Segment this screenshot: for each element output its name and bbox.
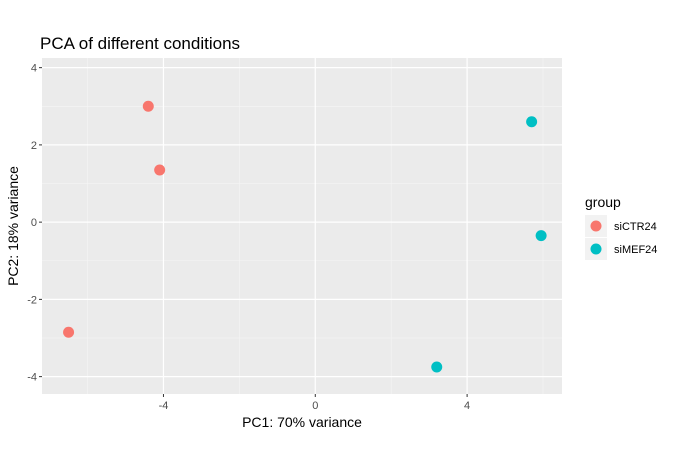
plot-panel [42,58,562,394]
data-points [63,100,547,373]
data-point-siCTR24 [142,100,154,112]
minor-gridlines [42,58,562,394]
major-gridlines [42,58,562,394]
data-point-siMEF24 [431,361,443,373]
data-point-siCTR24 [63,326,75,338]
chart-title: PCA of different conditions [40,34,240,53]
x-axis-title: PC1: 70% variance [242,414,362,430]
y-axis-ticks: -4 -2 0 2 4 [27,63,42,384]
y-tick-label: 0 [31,217,37,229]
legend-label: siCTR24 [614,221,657,233]
legend-key-point [590,243,602,255]
x-axis-ticks: -4 0 4 [159,394,470,412]
legend-key-point [590,220,602,232]
y-tick-label: 4 [31,63,37,75]
y-tick-label: 2 [31,140,37,152]
x-tick-label: 4 [464,400,470,412]
legend-title: group [585,194,621,210]
x-tick-label: -4 [159,400,169,412]
y-tick-label: -4 [27,372,37,384]
legend: group siCTR24 siMEF24 [585,194,657,260]
data-point-siCTR24 [154,164,166,176]
legend-label: siMEF24 [614,244,657,256]
y-axis-title: PC2: 18% variance [5,166,21,286]
legend-items: siCTR24 siMEF24 [585,215,657,260]
x-tick-label: 0 [312,400,318,412]
y-tick-label: -2 [27,294,37,306]
data-point-siMEF24 [526,116,538,128]
data-point-siMEF24 [535,230,547,242]
